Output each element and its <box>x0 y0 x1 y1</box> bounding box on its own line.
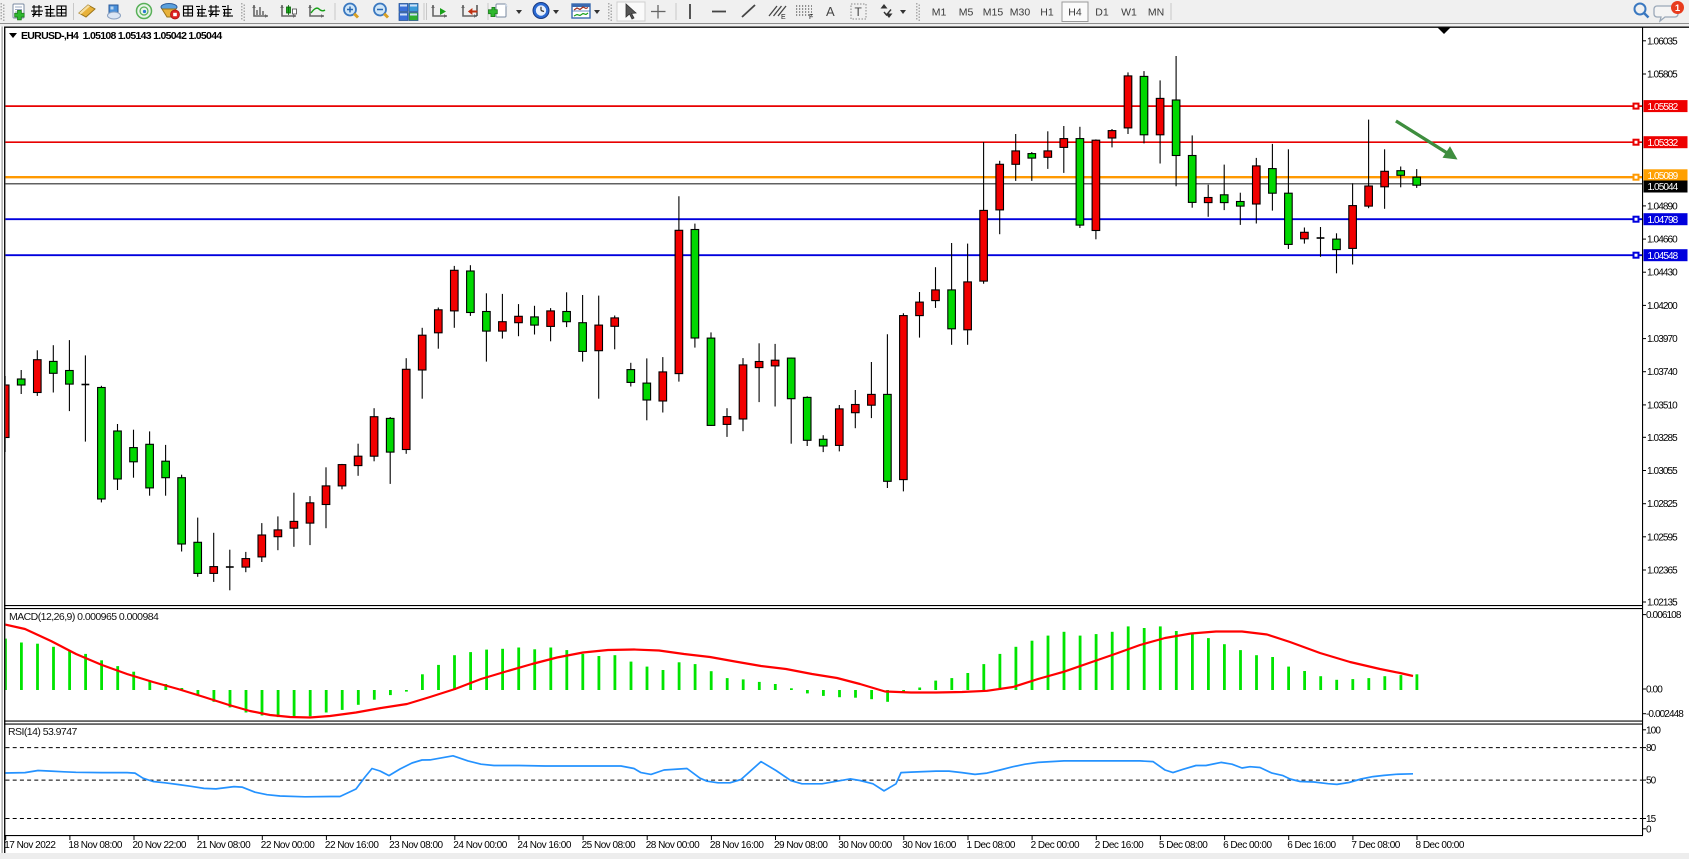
svg-text:21 Nov 08:00: 21 Nov 08:00 <box>197 840 251 851</box>
svg-text:1.04200: 1.04200 <box>1647 301 1678 312</box>
svg-text:25 Nov 08:00: 25 Nov 08:00 <box>582 840 636 851</box>
svg-text:23 Nov 08:00: 23 Nov 08:00 <box>389 840 443 851</box>
svg-text:A: A <box>826 4 835 19</box>
svg-text:2 Dec 16:00: 2 Dec 16:00 <box>1095 840 1144 851</box>
svg-text:20 Nov 22:00: 20 Nov 22:00 <box>133 840 187 851</box>
svg-text:EURUSD-,H4 1.05108 1.05143 1.: EURUSD-,H4 1.05108 1.05143 1.05042 1.050… <box>21 30 222 42</box>
svg-text:24 Nov 16:00: 24 Nov 16:00 <box>517 840 571 851</box>
svg-text:8 Dec 00:00: 8 Dec 00:00 <box>1416 840 1465 851</box>
svg-text:1.02365: 1.02365 <box>1647 566 1678 577</box>
svg-text:MACD(12,26,9) 0.000965 0.00098: MACD(12,26,9) 0.000965 0.000984 <box>9 611 159 623</box>
svg-text:28 Nov 16:00: 28 Nov 16:00 <box>710 840 764 851</box>
svg-text:2 Dec 00:00: 2 Dec 00:00 <box>1031 840 1080 851</box>
svg-text:0.00: 0.00 <box>1646 685 1663 696</box>
svg-text:D1: D1 <box>1095 6 1109 18</box>
svg-text:M15: M15 <box>983 6 1004 18</box>
svg-text:7 Dec 08:00: 7 Dec 08:00 <box>1351 840 1400 851</box>
svg-text:17 Nov 2022: 17 Nov 2022 <box>4 840 56 851</box>
svg-text:22 Nov 00:00: 22 Nov 00:00 <box>261 840 315 851</box>
svg-text:1.04660: 1.04660 <box>1647 235 1678 246</box>
svg-text:1.02825: 1.02825 <box>1647 499 1678 510</box>
svg-text:1.06035: 1.06035 <box>1647 36 1678 47</box>
svg-text:100: 100 <box>1646 725 1661 736</box>
svg-text:5 Dec 08:00: 5 Dec 08:00 <box>1159 840 1208 851</box>
svg-text:1.04430: 1.04430 <box>1647 268 1678 279</box>
svg-text:1.03740: 1.03740 <box>1647 367 1678 378</box>
svg-text:1.04548: 1.04548 <box>1648 251 1679 262</box>
svg-text:1.03055: 1.03055 <box>1647 466 1678 477</box>
svg-text:1.02135: 1.02135 <box>1647 598 1678 609</box>
svg-text:30 Nov 00:00: 30 Nov 00:00 <box>838 840 892 851</box>
svg-text:1.03285: 1.03285 <box>1647 433 1678 444</box>
svg-text:1.05582: 1.05582 <box>1648 102 1679 113</box>
svg-text:1: 1 <box>1675 3 1681 14</box>
svg-text:1.05332: 1.05332 <box>1648 138 1679 149</box>
svg-text:1.03510: 1.03510 <box>1647 400 1678 411</box>
svg-text:18 Nov 08:00: 18 Nov 08:00 <box>68 840 122 851</box>
svg-text:M1: M1 <box>932 6 947 18</box>
svg-text:0.006108: 0.006108 <box>1646 610 1682 621</box>
svg-text:M5: M5 <box>959 6 974 18</box>
svg-text:22 Nov 16:00: 22 Nov 16:00 <box>325 840 379 851</box>
svg-text:1.03970: 1.03970 <box>1647 334 1678 345</box>
svg-text:F: F <box>809 14 813 21</box>
svg-text:1.05089: 1.05089 <box>1648 171 1679 182</box>
svg-text:0: 0 <box>1646 824 1652 835</box>
svg-text:MN: MN <box>1148 6 1164 18</box>
svg-text:1.04890: 1.04890 <box>1647 201 1678 212</box>
svg-text:24 Nov 00:00: 24 Nov 00:00 <box>453 840 507 851</box>
svg-text:M30: M30 <box>1010 6 1031 18</box>
svg-text:RSI(14) 53.9747: RSI(14) 53.9747 <box>8 726 78 738</box>
svg-text:29 Nov 08:00: 29 Nov 08:00 <box>774 840 828 851</box>
svg-text:80: 80 <box>1646 743 1657 754</box>
svg-text:W1: W1 <box>1121 6 1137 18</box>
svg-text:1.04798: 1.04798 <box>1648 215 1679 226</box>
svg-text:50: 50 <box>1646 776 1657 787</box>
svg-text:-0.002448: -0.002448 <box>1646 709 1684 720</box>
svg-text:1.05044: 1.05044 <box>1648 182 1679 193</box>
svg-text:30 Nov 16:00: 30 Nov 16:00 <box>902 840 956 851</box>
svg-text:E: E <box>781 14 786 21</box>
svg-text:T: T <box>855 5 863 19</box>
svg-text:6 Dec 00:00: 6 Dec 00:00 <box>1223 840 1272 851</box>
svg-text:28 Nov 00:00: 28 Nov 00:00 <box>646 840 700 851</box>
svg-text:1 Dec 08:00: 1 Dec 08:00 <box>967 840 1016 851</box>
svg-text:6 Dec 16:00: 6 Dec 16:00 <box>1287 840 1336 851</box>
svg-text:H4: H4 <box>1068 6 1082 18</box>
svg-text:15: 15 <box>1646 814 1657 825</box>
svg-text:1.02595: 1.02595 <box>1647 532 1678 543</box>
svg-text:1.05805: 1.05805 <box>1647 70 1678 81</box>
svg-text:H1: H1 <box>1040 6 1054 18</box>
